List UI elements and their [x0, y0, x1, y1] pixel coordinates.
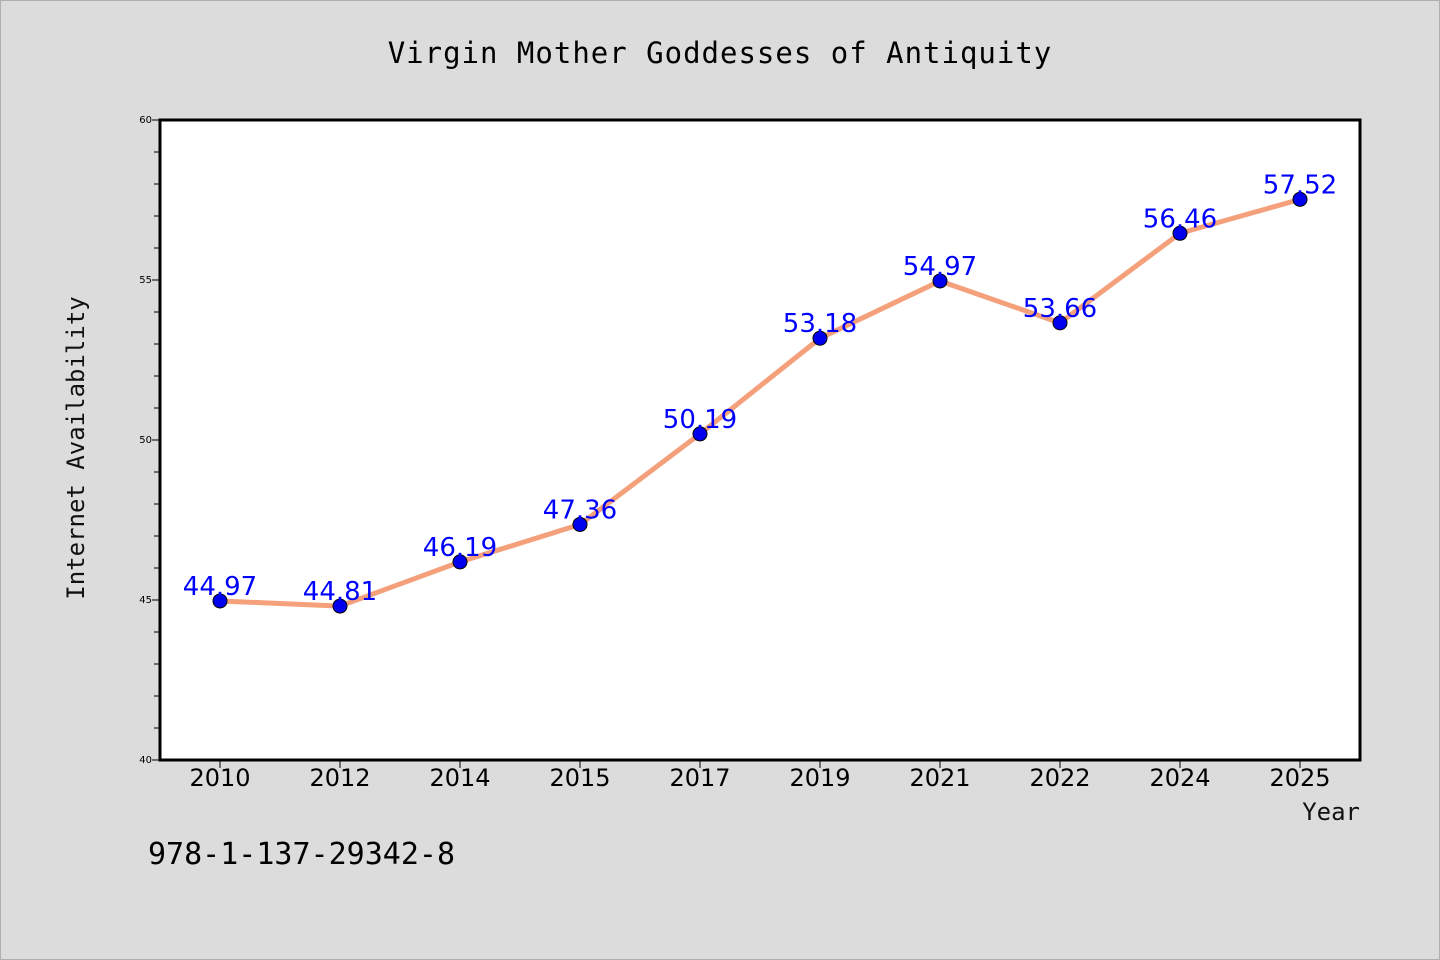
x-tick-label: 2017: [669, 764, 730, 792]
data-label: 50.19: [663, 405, 737, 435]
x-tick-label: 2014: [429, 764, 490, 792]
x-tick-label: 2019: [789, 764, 850, 792]
y-axis-label: Internet Availability: [62, 296, 90, 599]
x-tick-label: 2012: [309, 764, 370, 792]
y-tick-label: 50: [139, 435, 152, 446]
data-point: [332, 598, 348, 614]
y-tick-label: 45: [139, 595, 152, 606]
data-point: [212, 593, 228, 609]
series-line: [217, 196, 1303, 609]
x-tick-label: 2024: [1149, 764, 1210, 792]
plot-area: [158, 118, 1362, 762]
data-point: [812, 330, 828, 346]
y-tick-label: 55: [139, 275, 152, 286]
data-label: 56.46: [1143, 204, 1217, 234]
x-tick-label: 2021: [909, 764, 970, 792]
data-label: 53.18: [783, 309, 857, 339]
y-axis: 40 45 50 55 60: [139, 115, 160, 766]
data-point: [1052, 315, 1068, 331]
data-label: 44.81: [303, 577, 377, 607]
x-tick-label: 2010: [189, 764, 250, 792]
chart-title: Virgin Mother Goddesses of Antiquity: [388, 36, 1053, 70]
data-label: 57.52: [1263, 170, 1337, 200]
series-group: 44.97 44.81 46.19 47.36 50.19 53.18 54.97 53.66…: [183, 170, 1337, 614]
data-point: [932, 273, 948, 289]
x-tick-label: 2025: [1269, 764, 1330, 792]
y-tick-label: 60: [139, 115, 152, 126]
data-point: [692, 426, 708, 442]
data-label: 53.66: [1023, 294, 1097, 324]
data-label: 44.97: [183, 572, 257, 602]
data-point: [572, 516, 588, 532]
x-tick-label: 2015: [549, 764, 610, 792]
data-point: [1292, 191, 1308, 207]
data-label: 46.19: [423, 533, 497, 563]
data-label: 54.97: [903, 252, 977, 282]
x-axis-label: Year: [1302, 798, 1360, 826]
y-tick-label: 40: [139, 755, 152, 766]
data-label: 47.36: [543, 495, 617, 525]
x-axis: 2010 2012 2014 2015 2017 2019 2021 2022 2024 2025: [189, 760, 1331, 792]
data-point: [452, 554, 468, 570]
isbn-text: 978-1-137-29342-8: [148, 837, 455, 872]
data-point: [1172, 225, 1188, 241]
x-tick-label: 2022: [1029, 764, 1090, 792]
